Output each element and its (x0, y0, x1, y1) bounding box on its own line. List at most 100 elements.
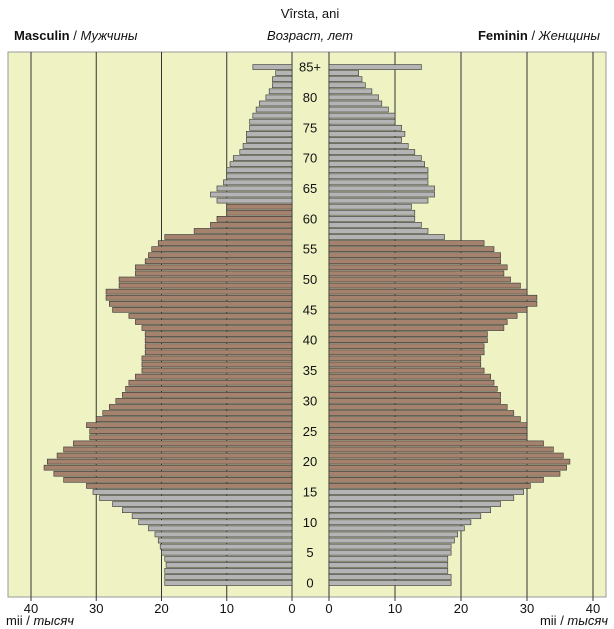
bar (328, 477, 544, 483)
bar (216, 197, 293, 204)
y-tick-label: 45 (303, 302, 317, 317)
bar (328, 373, 491, 380)
bar (328, 367, 485, 374)
bar (252, 64, 293, 70)
bar (242, 143, 293, 149)
y-tick-label: 80 (303, 90, 317, 105)
y-tick-label: 50 (303, 272, 317, 287)
x-tick-label: 30 (89, 601, 103, 616)
bar (328, 270, 505, 277)
right-header: Feminin / Женщины (478, 28, 600, 43)
bar (99, 495, 293, 501)
x-tick-label: 0 (325, 601, 332, 616)
x-tick-label: 20 (154, 601, 168, 616)
bar (53, 470, 293, 477)
bar (47, 458, 293, 465)
y-tick-label: 25 (303, 424, 317, 439)
bar (128, 313, 293, 319)
bar (246, 131, 293, 137)
bar (328, 258, 501, 265)
bar (328, 458, 571, 465)
bar (122, 392, 293, 398)
bar (135, 270, 293, 277)
bar (328, 288, 528, 295)
bar (328, 124, 402, 131)
bar (328, 294, 538, 301)
bar (328, 106, 389, 113)
y-tick-label: 70 (303, 151, 317, 166)
bar (86, 422, 293, 428)
x-tick-label: 40 (24, 601, 38, 616)
bar (328, 434, 528, 441)
bar (148, 252, 293, 259)
bar (144, 343, 293, 350)
bar (328, 161, 425, 167)
bar (328, 313, 518, 319)
bar (328, 185, 435, 192)
bar (328, 422, 528, 428)
bar (141, 361, 293, 368)
bar (328, 64, 422, 70)
bar (328, 100, 383, 107)
series-name-alt: Женщины (538, 28, 601, 43)
bar (259, 100, 293, 107)
bar (328, 483, 531, 489)
bar (328, 385, 498, 392)
bar (328, 276, 511, 283)
y-tick-label: 15 (303, 484, 317, 499)
bar (164, 555, 293, 562)
unit-alt: тысяч (33, 613, 74, 628)
bar (328, 234, 445, 240)
series-name: Masculin (14, 28, 70, 43)
y-tick-label: 60 (303, 211, 317, 226)
bar (328, 319, 508, 325)
bar (328, 555, 449, 562)
bar (105, 288, 293, 295)
bar (210, 222, 293, 228)
bar (265, 94, 293, 101)
bar (328, 549, 452, 556)
bar (328, 561, 449, 568)
bar (328, 452, 564, 459)
unit-left: mii / тысяч (6, 613, 74, 628)
bar (328, 118, 396, 125)
y-tick-label: 75 (303, 120, 317, 135)
bar (226, 209, 293, 216)
bar (63, 477, 293, 483)
bar (226, 173, 293, 180)
bar (328, 191, 435, 198)
bar (275, 70, 293, 76)
bar (328, 519, 472, 526)
bar (328, 355, 482, 362)
bar (246, 137, 293, 143)
bar (328, 325, 505, 331)
bar (239, 149, 293, 155)
bar (63, 446, 293, 453)
bar (164, 574, 293, 580)
y-tick-label: 30 (303, 393, 317, 408)
bar (122, 507, 293, 513)
bar (328, 361, 482, 368)
bar (165, 561, 293, 568)
bar (89, 434, 293, 441)
left-header: Masculin / Мужчины (14, 28, 138, 43)
x-tick-label: 10 (388, 601, 402, 616)
y-tick-label: 35 (303, 363, 317, 378)
bar (328, 137, 402, 143)
bar (328, 94, 379, 101)
bar (144, 349, 293, 356)
bar (328, 282, 521, 289)
bar (328, 495, 515, 501)
bar (328, 203, 412, 210)
bar (328, 416, 521, 422)
bar (328, 252, 501, 259)
bar (157, 537, 293, 544)
bar (141, 367, 293, 374)
bar (328, 167, 429, 174)
bar (125, 385, 293, 392)
bar (249, 124, 293, 131)
bar (138, 519, 293, 526)
bar (131, 513, 293, 520)
bar (148, 525, 293, 532)
